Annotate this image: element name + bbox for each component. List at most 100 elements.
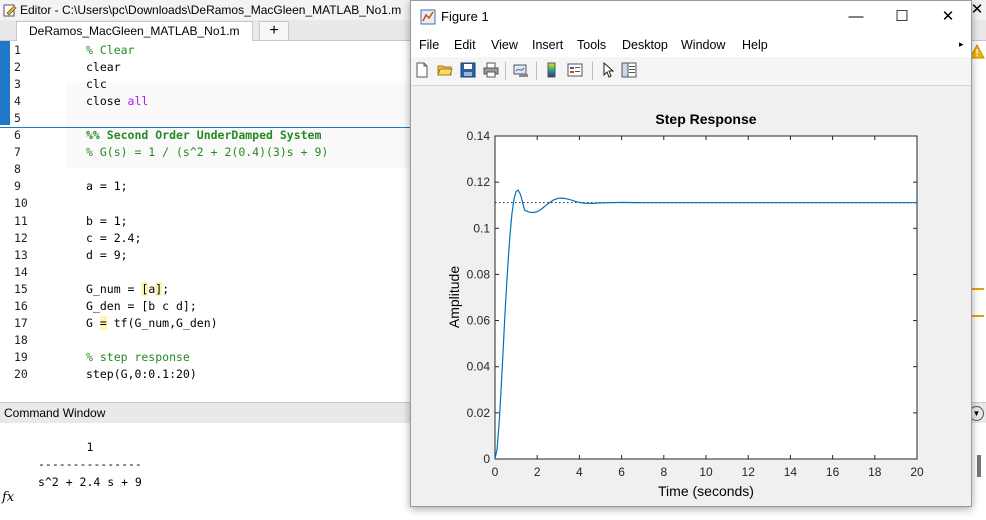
function-browser-icon[interactable]: fx bbox=[2, 490, 15, 505]
highlighted-token: [ bbox=[141, 282, 149, 296]
code-line[interactable]: d = 9; bbox=[86, 248, 128, 262]
chart-title: Step Response bbox=[655, 111, 756, 127]
code-line[interactable]: clear bbox=[86, 60, 121, 74]
line-number: 14 bbox=[14, 265, 28, 279]
x-tick-label: 20 bbox=[910, 465, 924, 479]
menu-insert[interactable]: Insert bbox=[532, 38, 564, 52]
code-line[interactable]: b = 1; bbox=[86, 214, 128, 228]
code-token: close bbox=[86, 94, 128, 108]
link-plot-icon[interactable] bbox=[513, 62, 529, 78]
code-line[interactable]: % step response bbox=[86, 350, 190, 364]
x-tick-label: 0 bbox=[492, 465, 499, 479]
x-tick-label: 8 bbox=[660, 465, 667, 479]
save-icon[interactable] bbox=[460, 62, 476, 78]
code-analyzer-marker[interactable] bbox=[970, 288, 984, 290]
editor-title: Editor - C:\Users\pc\Downloads\DeRamos_M… bbox=[20, 3, 402, 17]
figure-menu-bar: File Edit View Insert Tools Desktop Wind… bbox=[411, 33, 971, 57]
figure-canvas[interactable]: Step Response 0 0.02 0.04 0.06 0.08 0.1 0.12 0.… bbox=[411, 86, 971, 506]
cell-highlight bbox=[66, 83, 412, 168]
line-number: 1 bbox=[14, 43, 21, 57]
line-number: 18 bbox=[14, 333, 28, 347]
line-number: 3 bbox=[14, 77, 21, 91]
code-token: G bbox=[86, 316, 100, 330]
close-button[interactable]: ✕ bbox=[941, 8, 955, 25]
line-number: 9 bbox=[14, 179, 21, 193]
y-tick-label: 0.02 bbox=[467, 406, 491, 420]
output-divider: --------------- bbox=[38, 457, 142, 471]
step-response-line[interactable] bbox=[494, 189, 917, 460]
output-denominator: s^2 + 2.4 s + 9 bbox=[38, 475, 142, 489]
figure-toolbar bbox=[411, 57, 971, 86]
code-token: a bbox=[148, 282, 156, 296]
y-tick-label: 0 bbox=[483, 452, 490, 466]
code-line[interactable]: step(G,0:0.1:20) bbox=[86, 367, 197, 381]
plot-area[interactable] bbox=[494, 135, 918, 460]
open-icon[interactable] bbox=[437, 62, 453, 78]
toolbar-separator bbox=[592, 62, 593, 80]
menu-view[interactable]: View bbox=[491, 38, 518, 52]
code-line[interactable]: G_den = [b c d]; bbox=[86, 299, 197, 313]
line-number: 13 bbox=[14, 248, 28, 262]
x-axis-label: Time (seconds) bbox=[658, 483, 754, 499]
code-line[interactable]: %% Second Order UnderDamped System bbox=[86, 128, 322, 142]
colorbar-icon[interactable] bbox=[544, 62, 560, 78]
highlighted-token: = bbox=[99, 316, 107, 330]
menu-desktop[interactable]: Desktop bbox=[622, 38, 668, 52]
menu-edit[interactable]: Edit bbox=[454, 38, 476, 52]
x-tick-label: 18 bbox=[868, 465, 882, 479]
line-number: 2 bbox=[14, 60, 21, 74]
line-number: 20 bbox=[14, 367, 28, 381]
scrollbar[interactable] bbox=[977, 455, 981, 477]
line-number: 4 bbox=[14, 94, 21, 108]
menu-tools[interactable]: Tools bbox=[577, 38, 607, 52]
add-tab-button[interactable]: + bbox=[259, 21, 289, 41]
figure-title: Figure 1 bbox=[441, 9, 489, 24]
code-line[interactable]: G = tf(G_num,G_den) bbox=[86, 316, 218, 330]
line-number: 12 bbox=[14, 231, 28, 245]
menu-help[interactable]: Help bbox=[742, 38, 768, 52]
code-line[interactable]: % Clear bbox=[86, 43, 135, 57]
figure-title-bar: Figure 1 — ☐ ✕ bbox=[411, 1, 971, 33]
legend-icon[interactable] bbox=[567, 62, 583, 78]
code-token: tf(G_num,G_den) bbox=[106, 316, 218, 330]
close-icon[interactable]: ✕ bbox=[970, 1, 984, 18]
line-number: 5 bbox=[14, 111, 21, 125]
output-numerator: 1 bbox=[38, 440, 94, 454]
y-tick-label: 0.12 bbox=[467, 175, 491, 189]
code-line[interactable]: a = 1; bbox=[86, 179, 128, 193]
x-tick-label: 10 bbox=[699, 465, 713, 479]
warning-icon[interactable] bbox=[969, 44, 985, 60]
cell-divider bbox=[0, 127, 412, 128]
cell-marker bbox=[0, 41, 10, 125]
line-number: 15 bbox=[14, 282, 28, 296]
code-analyzer-marker[interactable] bbox=[970, 315, 984, 317]
code-line[interactable]: close all bbox=[86, 94, 148, 108]
x-tick-label: 14 bbox=[784, 465, 798, 479]
print-icon[interactable] bbox=[483, 62, 499, 78]
menu-overflow-icon[interactable]: ▸ bbox=[959, 39, 964, 49]
new-figure-icon[interactable] bbox=[414, 62, 430, 78]
highlighted-token: ] bbox=[155, 282, 163, 296]
x-tick-label: 2 bbox=[534, 465, 541, 479]
line-number: 10 bbox=[14, 196, 28, 210]
step-response-chart[interactable]: Step Response 0 0.02 0.04 0.06 0.08 0.1 0.12 0.… bbox=[411, 86, 971, 506]
y-tick-label: 0.14 bbox=[467, 129, 491, 143]
editor-icon bbox=[3, 4, 17, 17]
line-number: 6 bbox=[14, 128, 21, 142]
menu-window[interactable]: Window bbox=[681, 38, 726, 52]
y-tick-label: 0.08 bbox=[467, 267, 491, 281]
x-tick-label: 6 bbox=[618, 465, 625, 479]
code-line[interactable]: G_num = [a]; bbox=[86, 282, 169, 296]
y-tick-label: 0.06 bbox=[467, 314, 491, 328]
minimize-button[interactable]: — bbox=[848, 8, 864, 25]
tab-file[interactable]: DeRamos_MacGleen_MATLAB_No1.m bbox=[16, 21, 253, 41]
code-line[interactable]: % G(s) = 1 / (s^2 + 2(0.4)(3)s + 9) bbox=[86, 145, 329, 159]
code-line[interactable]: clc bbox=[86, 77, 107, 91]
code-line[interactable]: c = 2.4; bbox=[86, 231, 142, 245]
pointer-icon[interactable] bbox=[600, 62, 616, 78]
maximize-button[interactable]: ☐ bbox=[895, 8, 909, 25]
x-tick-label: 12 bbox=[742, 465, 756, 479]
property-inspector-icon[interactable] bbox=[621, 62, 637, 78]
code-token: ; bbox=[162, 282, 170, 296]
menu-file[interactable]: File bbox=[419, 38, 440, 52]
